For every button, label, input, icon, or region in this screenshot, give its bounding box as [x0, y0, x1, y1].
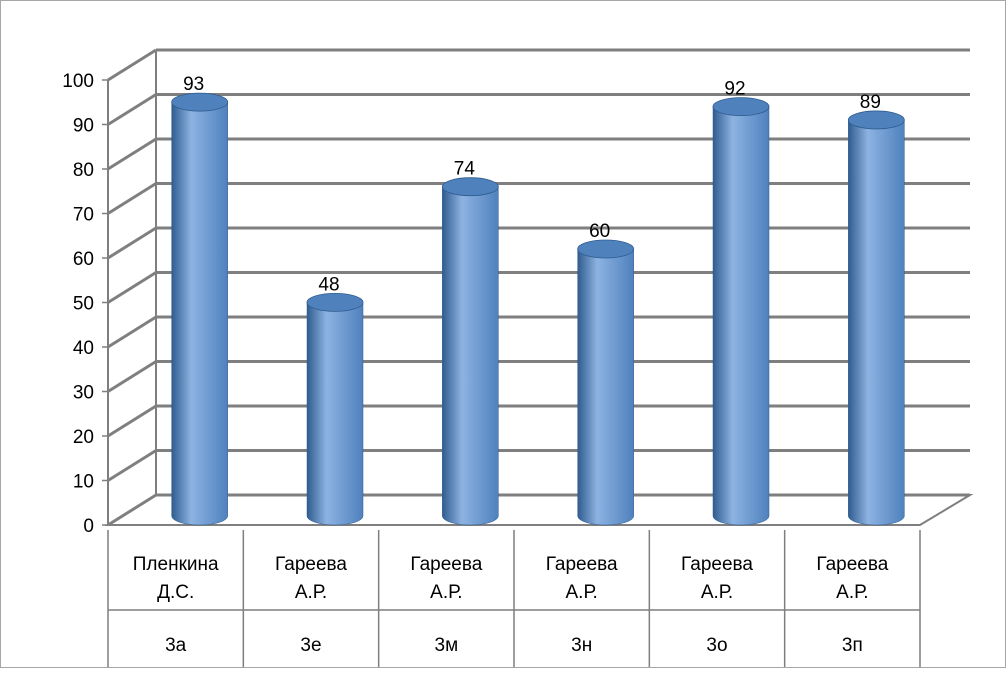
- y-tick-label: 20: [73, 427, 94, 448]
- category-initials: А.Р.: [701, 582, 733, 603]
- category-initials: А.Р.: [566, 582, 598, 603]
- bar-top: [847, 110, 905, 130]
- y-tick-label: 60: [73, 249, 94, 270]
- gridline-side: [107, 449, 157, 482]
- category-initials: А.Р.: [430, 582, 462, 603]
- bar-3а: [171, 101, 228, 526]
- category-name: Гареева: [275, 554, 347, 575]
- category-name: Пленкина: [133, 554, 219, 575]
- bar-3п: [848, 119, 905, 526]
- gridline-side: [107, 226, 157, 260]
- bar-top: [171, 92, 229, 112]
- y-tick-label: 100: [62, 71, 94, 92]
- category-class: 3а: [165, 635, 187, 656]
- floor: [104, 494, 974, 526]
- y-axis: 0 10 20 30 40 50 60 70 80 90 100: [62, 71, 109, 537]
- y-tick-label: 90: [73, 116, 94, 137]
- data-label: 60: [589, 221, 610, 242]
- category-class: 3н: [571, 635, 592, 656]
- data-label: 48: [318, 274, 339, 295]
- bar-top: [306, 292, 364, 312]
- y-tick-label: 10: [73, 472, 94, 493]
- bar-3м: [442, 186, 499, 526]
- y-tick-label: 70: [73, 205, 94, 226]
- data-label: 89: [860, 92, 881, 113]
- category-class: 3м: [435, 635, 459, 656]
- bar-top: [712, 97, 770, 116]
- gridline-side: [107, 404, 157, 438]
- data-label: 93: [183, 74, 204, 95]
- data-label: 74: [454, 159, 476, 180]
- y-tick-label: 40: [73, 338, 94, 359]
- category-class: 3п: [842, 635, 863, 656]
- gridline-side: [107, 360, 157, 393]
- category-initials: Д.С.: [157, 582, 194, 603]
- category-class: 3е: [300, 635, 321, 656]
- category-class: 3о: [706, 635, 727, 656]
- gridlines: [104, 48, 974, 527]
- data-labels: 93 48 74 60 92 89: [183, 74, 881, 295]
- category-initials: А.Р.: [836, 582, 868, 603]
- bar-top: [577, 239, 635, 259]
- bars: [171, 92, 905, 526]
- category-initials: А.Р.: [295, 582, 327, 603]
- gridline-side: [107, 93, 157, 126]
- gridline-side: [107, 48, 157, 82]
- bar-top: [441, 177, 499, 197]
- gridline-side: [107, 271, 157, 304]
- y-tick-label: 0: [83, 516, 94, 537]
- gridline-side: [107, 137, 157, 171]
- bar-3о: [712, 106, 770, 526]
- category-name: Гареева: [816, 554, 888, 575]
- gridline-side: [107, 182, 157, 215]
- gridline-side: [107, 315, 157, 349]
- y-tick-label: 80: [73, 160, 94, 181]
- category-name: Гареева: [546, 554, 618, 575]
- category-name: Гареева: [410, 554, 482, 575]
- data-label: 92: [724, 79, 745, 100]
- y-tick-label: 30: [73, 383, 94, 404]
- bar-3н: [577, 248, 634, 526]
- category-name: Гареева: [681, 554, 753, 575]
- y-tick-label: 50: [73, 294, 94, 315]
- category-table: Пленкина Д.С. 3а Гареева А.Р. 3е Гареева А.Р. 3м…: [107, 530, 921, 668]
- bar-3е: [306, 302, 364, 526]
